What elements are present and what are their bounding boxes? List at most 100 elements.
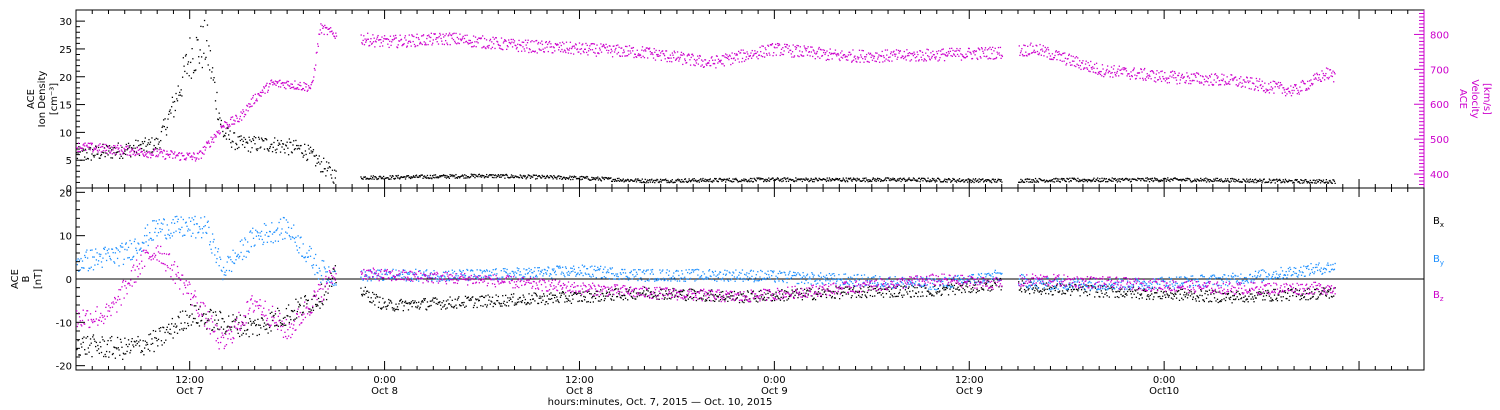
data-point [1260, 179, 1262, 182]
data-point [145, 344, 147, 346]
data-point [1080, 179, 1082, 181]
data-point [507, 305, 510, 307]
data-point [1043, 51, 1046, 53]
data-point [1033, 49, 1035, 51]
data-point [207, 64, 209, 66]
data-point [803, 179, 806, 181]
data-point [719, 60, 721, 62]
data-point [242, 332, 244, 335]
data-point [1078, 179, 1081, 181]
data-point [76, 157, 79, 160]
data-point [734, 52, 736, 55]
data-point [701, 64, 703, 66]
data-point [496, 175, 498, 177]
data-point [594, 52, 596, 54]
data-point [493, 177, 495, 179]
data-point [545, 175, 548, 178]
data-point [629, 50, 631, 52]
data-point [1088, 64, 1091, 67]
data-point [807, 178, 809, 180]
data-point [725, 179, 728, 181]
data-point [627, 178, 629, 181]
data-point [1151, 179, 1153, 181]
data-point [1116, 70, 1119, 73]
data-point [249, 151, 252, 153]
data-point [330, 174, 332, 176]
data-point [110, 339, 112, 342]
data-point [295, 87, 297, 89]
data-point [318, 33, 321, 35]
data-point [152, 151, 154, 153]
data-point [953, 54, 955, 56]
data-point [108, 145, 111, 147]
data-point [236, 316, 238, 318]
data-point [208, 319, 210, 322]
data-point [596, 44, 598, 46]
data-point [1118, 178, 1121, 180]
data-point [304, 89, 306, 92]
data-point [177, 155, 179, 157]
data-point [573, 291, 575, 294]
data-point [382, 40, 384, 42]
data-point [657, 181, 660, 183]
data-point [382, 306, 385, 308]
data-point [276, 81, 278, 83]
data-point [888, 179, 890, 181]
data-point [908, 177, 910, 179]
data-point [877, 292, 879, 294]
data-point [672, 54, 674, 56]
data-point [246, 105, 249, 107]
data-point [461, 302, 464, 304]
data-point [1094, 180, 1096, 182]
data-point [679, 293, 681, 296]
data-point [755, 180, 757, 182]
data-point [806, 290, 808, 292]
data-point [1255, 181, 1257, 184]
data-point [574, 43, 577, 45]
data-point [820, 295, 823, 298]
data-point [454, 40, 456, 42]
data-point [832, 178, 834, 181]
data-point [808, 180, 810, 183]
data-point [836, 55, 838, 57]
data-point [589, 179, 591, 181]
data-point [249, 318, 251, 320]
data-point [722, 296, 725, 298]
data-point [538, 175, 540, 177]
data-point [177, 315, 179, 318]
data-point [1265, 181, 1268, 183]
data-point [841, 180, 843, 182]
data-point [850, 297, 852, 299]
data-point [1040, 293, 1043, 295]
data-point [838, 286, 840, 288]
data-point [728, 293, 730, 295]
data-point [393, 310, 396, 312]
data-point [688, 288, 690, 291]
data-point [222, 328, 225, 330]
data-point [157, 154, 160, 156]
data-point [1314, 180, 1317, 182]
data-point [384, 38, 386, 40]
data-point [673, 50, 675, 52]
data-point [458, 296, 460, 298]
data-point [1288, 179, 1290, 181]
data-point [1284, 181, 1286, 184]
data-point [614, 49, 616, 51]
data-point [582, 43, 584, 45]
data-point [142, 153, 144, 155]
data-point [282, 323, 284, 326]
data-point [607, 178, 609, 180]
data-point [662, 179, 664, 181]
data-point [266, 328, 268, 330]
data-point [229, 118, 232, 121]
data-point [1247, 81, 1250, 84]
data-point [1131, 178, 1133, 180]
data-point [676, 180, 678, 182]
data-point [432, 42, 434, 44]
data-point [938, 178, 940, 180]
data-point [581, 300, 583, 302]
data-point [911, 179, 913, 181]
data-point [534, 50, 536, 52]
data-point [484, 303, 486, 306]
data-point [116, 144, 119, 147]
